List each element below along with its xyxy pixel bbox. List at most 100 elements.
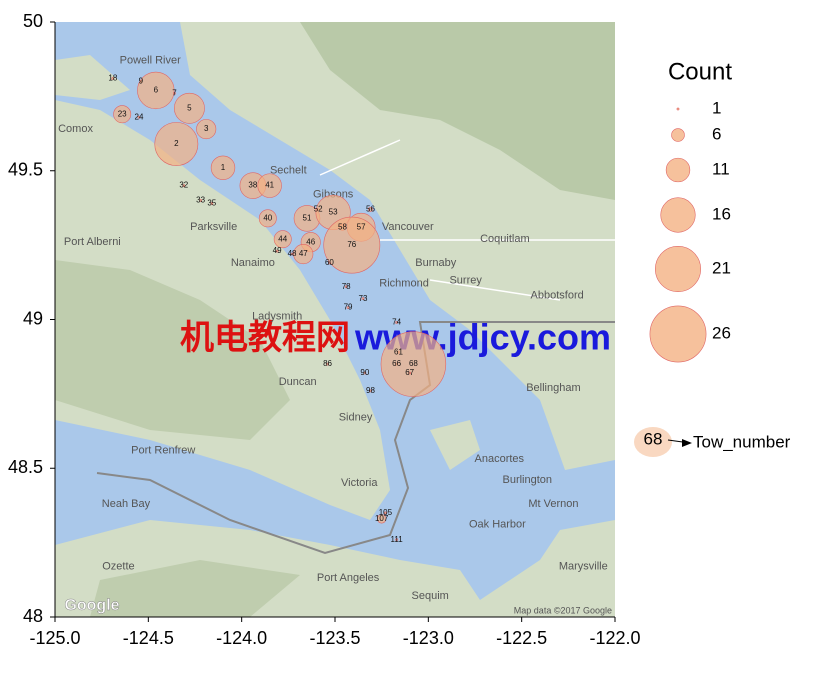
plot-layer: Powell River Comox Sechelt Gibsons Vancouver… (58, 55, 608, 602)
bubble (113, 105, 132, 124)
bubble (323, 216, 381, 274)
x-tick-label: -123.0 (403, 628, 454, 648)
bubble-label: 76 (347, 240, 356, 249)
bubble (111, 77, 115, 80)
label-legend-text: Tow_number (693, 432, 791, 451)
bubble (273, 230, 292, 249)
bubble-label: 66 (392, 359, 401, 368)
map-label: Port Angeles (317, 572, 380, 584)
legend-bubble (649, 305, 707, 363)
legend-label: 6 (712, 124, 721, 143)
bubble-label: 105 (379, 508, 393, 517)
map-label: Oak Harbor (469, 519, 526, 531)
map-label: Vancouver (382, 221, 434, 233)
bubble (408, 371, 412, 375)
bubble-label: 40 (263, 213, 272, 222)
bubble-label: 2 (174, 139, 179, 148)
map-label: Anacortes (475, 453, 525, 465)
legend-label: 1 (712, 98, 721, 117)
bubble-label: 107 (375, 514, 389, 523)
bubble-label: 24 (135, 112, 144, 121)
bubble (395, 538, 398, 542)
bubble-label: 58 (338, 222, 347, 231)
map-label: Port Renfrew (131, 444, 195, 456)
bubble-label: 49 (273, 246, 282, 255)
bubble-label: 5 (187, 103, 192, 112)
map-label: Sidney (339, 412, 373, 424)
bubble-label: 98 (366, 386, 375, 395)
bubble (173, 92, 176, 95)
label-legend-arrowhead (682, 439, 692, 447)
bubble-label: 56 (366, 205, 375, 214)
bubble (369, 389, 372, 393)
map-label: Coquitlam (480, 233, 530, 245)
bubble-label: 48 (288, 249, 297, 258)
bubble (137, 115, 141, 119)
map-label: Duncan (279, 376, 317, 388)
map-logo: Google (64, 597, 119, 614)
legend-label: 16 (712, 204, 731, 223)
bubble (199, 199, 202, 202)
bubble-label: 73 (359, 294, 368, 303)
bubble (210, 202, 214, 205)
legend-label: 21 (712, 258, 731, 277)
bubble (173, 92, 205, 124)
map-label: Sechelt (270, 165, 307, 177)
bubble-label: 6 (154, 86, 159, 95)
bubble-label: 46 (306, 237, 315, 246)
label-legend-sample: 68 (644, 429, 663, 448)
x-tick-label: -124.5 (123, 628, 174, 648)
map-label: Victoria (341, 477, 378, 489)
bubble-label: 9 (139, 77, 144, 86)
bubble-label: 23 (118, 109, 127, 118)
bubble-label: 60 (325, 258, 334, 267)
bubble-label: 78 (342, 282, 351, 291)
bubble (368, 206, 373, 212)
bubble-label: 44 (278, 234, 287, 243)
bubble-label: 90 (360, 368, 369, 377)
y-tick-label: 48 (23, 606, 43, 626)
bubble-label: 79 (344, 303, 353, 312)
bubble-label: 38 (248, 181, 257, 190)
map-label: Burnaby (415, 257, 456, 269)
y-tick-label: 49.5 (8, 160, 43, 180)
bubble (137, 71, 175, 110)
bubble-label: 61 (394, 347, 403, 356)
map-attribution: Map data ©2017 Google (514, 605, 612, 615)
map-label: Richmond (379, 278, 429, 290)
bubble (326, 362, 329, 366)
bubble-label: 3 (204, 124, 209, 133)
map-label: Surrey (449, 275, 482, 287)
bubble (384, 511, 387, 515)
map-label: Neah Bay (102, 498, 151, 510)
map-label: Mt Vernon (528, 498, 578, 510)
x-tick-label: -125.0 (29, 628, 80, 648)
bubble-label: 53 (329, 208, 338, 217)
bubble-label: 33 (196, 196, 205, 205)
y-tick-label: 50 (23, 11, 43, 31)
bubble (380, 331, 447, 397)
bubble (154, 122, 199, 166)
x-tick-label: -124.0 (216, 628, 267, 648)
map-label: Ozette (102, 560, 134, 572)
bubble (290, 252, 294, 256)
bubble (182, 184, 186, 188)
bubble (361, 297, 365, 301)
y-tick-label: 49 (23, 308, 43, 328)
label-legend-swatch (634, 427, 672, 457)
bubble-label: 52 (314, 205, 323, 214)
legend-label: 26 (712, 323, 731, 342)
legend-title: Count (668, 58, 732, 85)
map-label: Gibsons (313, 188, 354, 200)
bubble-label: 47 (299, 249, 308, 258)
bubble-label: 35 (207, 199, 216, 208)
bubble (293, 244, 314, 265)
map-label: Powell River (120, 55, 181, 67)
bubble (258, 209, 277, 228)
bubble (395, 321, 398, 324)
map-label: Burlington (502, 474, 552, 486)
bubble (363, 371, 367, 375)
legend-bubble (655, 246, 701, 292)
map-background (55, 22, 615, 617)
bubble-label: 74 (392, 318, 401, 327)
